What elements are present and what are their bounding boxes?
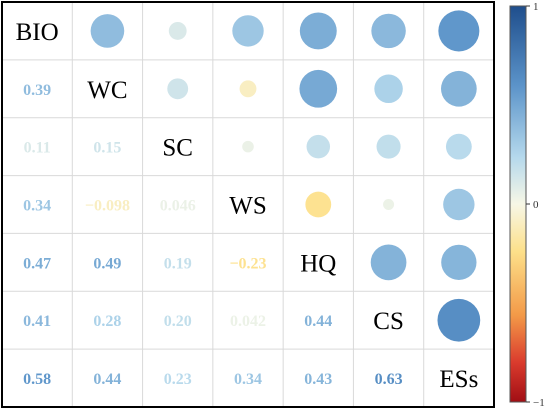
colorbar-tick-label: −1 [533,397,545,409]
corr-circle-ws-cs [383,198,395,211]
corr-circle-bio-cs [371,13,406,49]
corr-value-ess-ws: 0.34 [234,371,262,388]
corr-value-cs-hq: 0.44 [304,313,332,330]
corr-circle-sc-cs [376,134,401,159]
corr-value-hq-ws: −0.23 [229,255,266,272]
corr-value-ess-wc: 0.44 [93,371,121,388]
corr-circle-wc-ws [239,80,257,98]
corr-value-ws-wc: −0.098 [85,198,130,215]
corr-circle-wc-sc [167,78,189,100]
corr-value-cs-bio: 0.41 [23,313,51,330]
colorbar-tick-label: 0 [533,199,539,211]
corr-value-wc-bio: 0.39 [23,82,51,99]
variable-label-ws: WS [229,193,267,220]
corr-value-cs-wc: 0.28 [93,313,121,330]
variable-label-wc: WC [87,77,127,104]
matrix-frame [1,1,495,408]
corr-circle-wc-ess [440,70,477,107]
corr-circle-hq-ess [441,244,477,281]
corr-circle-bio-hq [299,12,337,50]
corr-value-sc-wc: 0.15 [93,140,121,157]
colorbar-gradient [509,5,527,403]
corr-circle-bio-ws [232,15,264,47]
colorbar-tick-label: 1 [533,1,539,13]
variable-label-cs: CS [373,308,404,335]
matrix-cells: BIO 0.39 WC 0.11 0.15 SC 0.34 −0.098 0.046 WS 0.47… [16,10,481,393]
corr-circle-bio-sc [168,21,187,40]
corr-circle-sc-ess [445,133,472,160]
corr-circle-hq-cs [370,244,407,281]
colorbar: 1 0 −1 [509,1,545,409]
corr-circle-wc-cs [374,74,403,104]
variable-label-hq: HQ [300,250,336,277]
corr-value-ess-bio: 0.58 [23,371,51,388]
corr-circle-sc-ws [242,140,254,153]
corr-value-ws-sc: 0.046 [160,198,196,215]
corr-circle-wc-hq [299,69,338,108]
corr-value-cs-sc: 0.20 [164,313,192,330]
corr-value-ess-sc: 0.23 [164,371,192,388]
corr-value-ess-cs: 0.63 [375,371,403,388]
corr-value-hq-wc: 0.49 [93,255,121,272]
corr-circle-cs-ess [437,298,481,342]
corr-circle-bio-wc [90,14,125,48]
corr-circle-bio-ess [438,10,480,52]
grid-lines [2,2,494,407]
variable-label-bio: BIO [16,19,59,46]
corr-value-ess-hq: 0.43 [304,371,332,388]
corr-value-hq-sc: 0.19 [164,255,192,272]
corr-value-ws-bio: 0.34 [23,198,51,215]
corr-circle-sc-hq [306,134,331,159]
corr-value-sc-bio: 0.11 [24,140,51,157]
corr-circle-ws-hq [305,191,332,218]
variable-label-ess: ESs [439,366,478,393]
variable-label-sc: SC [162,135,193,162]
corr-value-cs-ws: 0.042 [230,313,266,330]
corr-circle-ws-ess [443,188,475,221]
corr-value-hq-bio: 0.47 [23,255,51,272]
